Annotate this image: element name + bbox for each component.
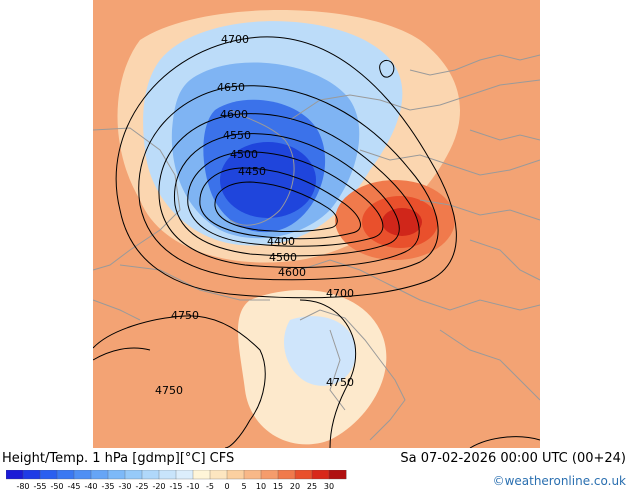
contour-label: 4750 [171,309,199,322]
color-scale-label: -20 [152,482,165,490]
contour-4500 [187,151,384,247]
contour-4600 [158,113,420,268]
contour-label: 4550 [223,129,251,142]
color-swatch [192,470,211,480]
color-scale-bar: -80 -55 -50 -45 -40 -35 -30 -25 -20 -15 -10 -5 0 5 10 1… [6,470,347,490]
color-scale-label: -40 [84,482,97,490]
color-scale-label: 25 [307,482,317,490]
color-swatch [311,470,330,480]
color-scale-label: 0 [224,482,229,490]
contour-4650 [138,85,439,281]
contour-4400 [214,181,338,233]
color-swatch [141,470,160,480]
color-swatch [209,470,228,480]
contour-label: 4700 [221,33,249,46]
weather-map: 4700 4650 4600 4550 4500 4450 4400 4500 … [92,0,541,448]
color-swatch [90,470,109,480]
color-swatch [294,470,313,480]
color-scale-label: -10 [186,482,199,490]
contour-label: 4650 [217,81,245,94]
contour-label: 4700 [326,287,354,300]
contour-4750-right [299,299,357,448]
map-title: Height/Temp. 1 hPa [gdmp][°C] CFS [2,451,235,466]
color-scale-label: 10 [256,482,266,490]
color-swatch [226,470,245,480]
contour-labels: 4700 4650 4600 4550 4500 4450 4400 4500 … [155,33,354,397]
color-swatch [107,470,126,480]
contour-4750-left [92,315,266,448]
contour-label: 4400 [267,235,295,248]
contour-4550 [173,133,400,257]
coastlines [92,54,541,441]
color-scale-label: -35 [101,482,114,490]
color-swatch [56,470,75,480]
color-scale-label: -80 [16,482,29,490]
contour-small-ring [379,59,395,78]
contour-label: 4500 [269,251,297,264]
contour-label: 4750 [326,376,354,389]
contour-label: 4500 [230,148,258,161]
color-scale-label: 5 [241,482,246,490]
color-swatch [39,470,58,480]
credit-link[interactable]: ©weatheronline.co.uk [492,474,626,488]
color-scale-label: -15 [169,482,182,490]
color-scale-label: -55 [33,482,46,490]
cold-vortex-core [220,142,316,218]
color-swatch [243,470,262,480]
valid-time: Sa 07-02-2026 00:00 UTC (00+24) [400,451,626,466]
contour-label: 4750 [155,384,183,397]
color-scale-label: -25 [135,482,148,490]
contour-4750-corner [469,436,541,448]
color-swatch [277,470,296,480]
contour-label: 4450 [238,165,266,178]
color-swatch [22,470,41,480]
color-swatch [260,470,279,480]
color-swatch [328,470,347,480]
color-scale-label: 30 [324,482,334,490]
warm-anomaly-core [382,208,422,236]
color-scale-label: -30 [118,482,131,490]
color-scale-label: -50 [50,482,63,490]
contour-4700-north [115,36,457,299]
color-swatch [175,470,194,480]
color-scale-label: -45 [67,482,80,490]
contour-4450 [199,167,361,240]
contour-label: 4600 [220,108,248,121]
color-swatch [73,470,92,480]
blue-pale-region [284,316,356,386]
color-scale-label: 20 [290,482,300,490]
contour-4750-left2 [92,347,151,361]
color-swatch [158,470,177,480]
color-swatch [6,470,24,480]
height-contours [92,36,541,448]
color-scale-label: -5 [206,482,214,490]
contour-label: 4600 [278,266,306,279]
color-swatch [124,470,143,480]
color-scale-label: 15 [273,482,283,490]
